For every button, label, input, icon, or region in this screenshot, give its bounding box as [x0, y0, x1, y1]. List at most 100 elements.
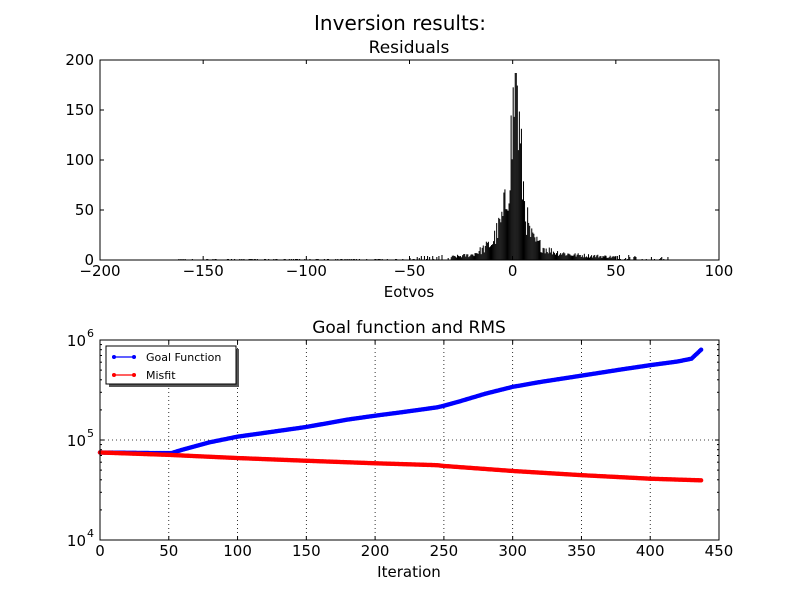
histogram-bar	[462, 255, 464, 260]
histogram-bar	[451, 255, 453, 260]
histogram-bar	[586, 257, 588, 260]
histogram-bar	[480, 254, 482, 260]
histogram-bar	[560, 253, 562, 260]
histogram-bar	[661, 257, 663, 260]
histogram-bar	[585, 256, 587, 260]
x-tick-label: 50	[606, 262, 625, 280]
histogram-bar	[540, 252, 542, 260]
histogram-bar	[485, 241, 487, 260]
histogram-bar	[418, 258, 420, 260]
y-tick-label: 10	[67, 532, 86, 550]
histogram-bar	[512, 87, 514, 260]
histogram-bar	[500, 222, 502, 260]
histogram-bar	[574, 253, 576, 260]
histogram-bar	[520, 128, 522, 260]
histogram-bar	[477, 253, 479, 260]
histogram-bar	[550, 248, 552, 260]
histogram-bar	[596, 255, 598, 260]
histogram-bar	[493, 241, 495, 260]
histogram-bar	[509, 190, 511, 260]
legend-label-misfit: Misfit	[146, 369, 176, 382]
histogram-bar	[595, 257, 597, 260]
histogram-bar	[495, 243, 497, 260]
histogram-bar	[468, 257, 470, 260]
histogram-bar	[450, 257, 452, 260]
histogram-bar	[577, 253, 579, 260]
histogram-bar	[580, 256, 582, 260]
histogram-bar	[536, 236, 538, 260]
legend-marker-misfit	[112, 373, 116, 377]
histogram-bar	[599, 256, 601, 260]
histogram-bar	[467, 254, 469, 260]
histogram-bar	[517, 150, 519, 260]
histogram-bar	[581, 255, 583, 260]
histogram-bar	[475, 253, 477, 260]
histogram-bar	[453, 255, 455, 260]
histogram-bar	[498, 217, 500, 260]
legend-marker-goal-function	[132, 355, 136, 359]
histogram-bar	[508, 203, 510, 260]
histogram-bar	[532, 232, 534, 260]
histogram-bar	[552, 251, 554, 260]
histogram-bar	[504, 189, 506, 260]
histogram-bar	[521, 199, 523, 260]
histogram-bar	[463, 254, 465, 260]
histogram-xlabel: Eotvos	[384, 283, 435, 301]
histogram-bar	[438, 256, 440, 260]
residuals-histogram-axes: Residuals −200 −150 −100 −50 0 50 100 0 50 100 150…	[65, 38, 733, 301]
histogram-bar	[600, 255, 602, 260]
histogram-bar	[510, 115, 512, 261]
histogram-bar	[598, 257, 600, 260]
histogram-bar	[513, 116, 515, 260]
histogram-bar	[479, 247, 481, 260]
histogram-bar	[582, 257, 584, 260]
histogram-bar	[472, 254, 474, 260]
histogram-bar	[519, 143, 521, 260]
histogram-bar	[608, 257, 610, 260]
histogram-bar	[611, 256, 613, 260]
histogram-bar	[610, 257, 612, 260]
histogram-bar	[625, 258, 627, 260]
histogram-bar	[515, 73, 517, 260]
histogram-bar	[534, 237, 536, 260]
histogram-bar	[499, 218, 501, 260]
histogram-bar	[537, 240, 539, 260]
histogram-bar	[628, 255, 630, 260]
histogram-bar	[612, 256, 614, 260]
histogram-bar	[593, 255, 595, 260]
y-tick-exponent: 6	[87, 327, 94, 340]
histogram-bar	[587, 254, 590, 260]
histogram-bar	[545, 248, 547, 260]
histogram-bar	[527, 207, 529, 260]
histogram-bar	[570, 255, 572, 260]
histogram-bar	[491, 245, 493, 260]
histogram-bar	[573, 254, 575, 260]
histogram-bar	[427, 256, 429, 260]
histogram-bar	[518, 111, 520, 260]
goal-function-title: Goal function and RMS	[312, 318, 506, 338]
histogram-bar	[461, 257, 463, 260]
histogram-bar	[469, 256, 471, 260]
histogram-bar	[478, 251, 480, 260]
histogram-bar	[503, 192, 505, 260]
histogram-bar	[605, 255, 607, 260]
histogram-bar	[563, 252, 565, 260]
histogram-bar	[420, 256, 422, 260]
series-point-misfit	[698, 478, 704, 483]
histogram-bar	[476, 253, 478, 260]
histogram-bar	[470, 254, 472, 260]
histogram-bar	[482, 245, 484, 260]
histogram-bar	[526, 234, 528, 260]
histogram-bar	[436, 257, 438, 260]
histogram-bar	[575, 256, 577, 260]
histogram-bar	[604, 255, 606, 260]
histogram-bar	[539, 239, 541, 260]
histogram-bar	[567, 253, 569, 260]
histogram-bar	[447, 258, 449, 260]
histogram-bar	[558, 255, 560, 260]
x-tick-label: 150	[292, 542, 321, 560]
histogram-bar	[544, 253, 546, 260]
histogram-bar	[457, 255, 460, 260]
